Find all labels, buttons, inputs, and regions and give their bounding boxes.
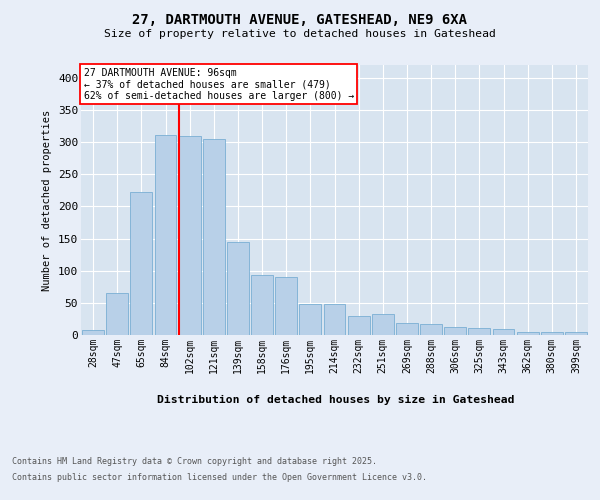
Bar (420, 324, 442, 335)
Bar (323, 304, 346, 335)
Bar (493, 329, 514, 335)
Bar (227, 242, 249, 335)
Text: Contains HM Land Registry data © Crown copyright and database right 2025.: Contains HM Land Registry data © Crown c… (12, 458, 377, 466)
Bar (82, 330, 104, 335)
Bar (396, 323, 418, 335)
Bar (348, 316, 370, 335)
Text: 27, DARTMOUTH AVENUE, GATESHEAD, NE9 6XA: 27, DARTMOUTH AVENUE, GATESHEAD, NE9 6XA (133, 12, 467, 26)
Text: Contains public sector information licensed under the Open Government Licence v3: Contains public sector information licen… (12, 472, 427, 482)
Bar (469, 328, 490, 335)
Bar (541, 332, 563, 335)
Bar (517, 332, 539, 335)
Bar (275, 277, 297, 335)
Bar (565, 332, 587, 335)
Bar (251, 275, 273, 335)
Text: Size of property relative to detached houses in Gateshead: Size of property relative to detached ho… (104, 29, 496, 39)
Text: 27 DARTMOUTH AVENUE: 96sqm
← 37% of detached houses are smaller (479)
62% of sem: 27 DARTMOUTH AVENUE: 96sqm ← 37% of deta… (83, 68, 354, 101)
Bar (130, 192, 152, 335)
Text: Distribution of detached houses by size in Gateshead: Distribution of detached houses by size … (157, 395, 515, 405)
Bar (372, 314, 394, 335)
Bar (179, 136, 200, 335)
Bar (445, 326, 466, 335)
Bar (155, 135, 176, 335)
Y-axis label: Number of detached properties: Number of detached properties (43, 110, 52, 290)
Bar (106, 293, 128, 335)
Bar (203, 139, 224, 335)
Bar (299, 304, 321, 335)
